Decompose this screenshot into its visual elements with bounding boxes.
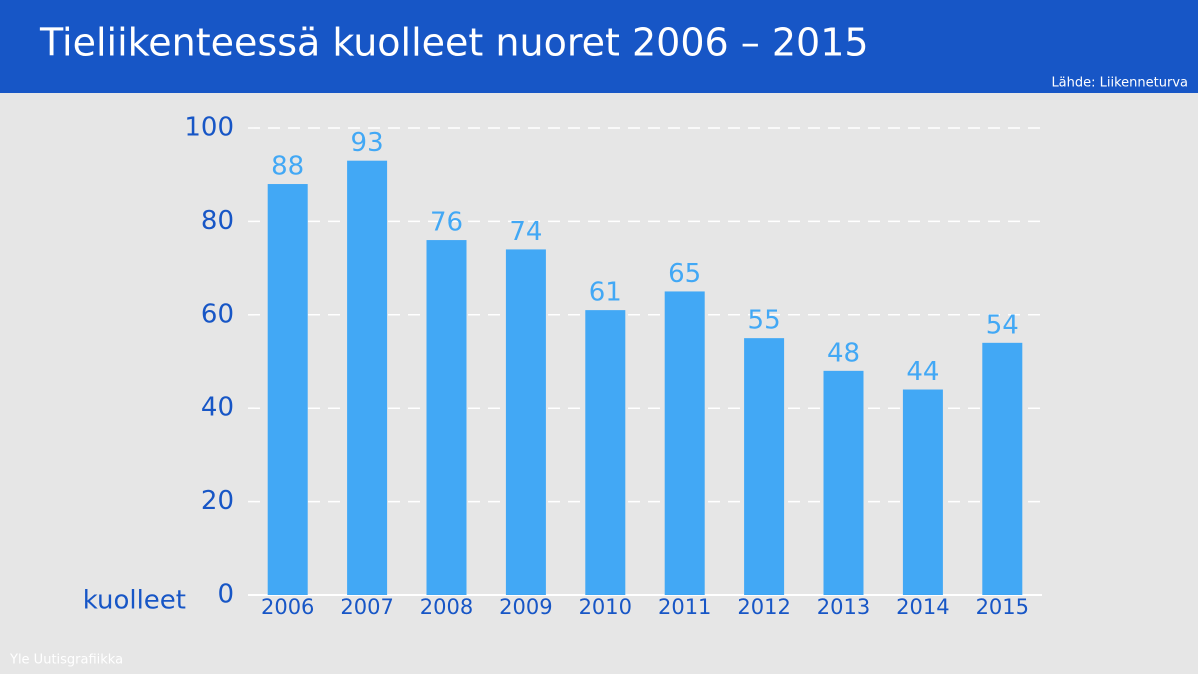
data-label: 76 xyxy=(430,208,463,238)
x-tick-label: 2009 xyxy=(499,595,552,619)
x-tick-label: 2013 xyxy=(817,595,870,619)
y-tick-label: 40 xyxy=(201,393,234,423)
y-tick-label: 100 xyxy=(184,113,234,143)
source: Lähde: Liikenneturva xyxy=(1051,76,1188,91)
data-label: 93 xyxy=(351,128,384,158)
x-tick-label: 2012 xyxy=(737,595,790,619)
bar xyxy=(347,160,388,595)
x-tick-label: 2011 xyxy=(658,595,711,619)
data-label: 55 xyxy=(748,306,781,336)
data-label: 61 xyxy=(589,278,622,308)
bar xyxy=(982,342,1023,595)
y-tick-label: 80 xyxy=(201,206,234,236)
data-label: 48 xyxy=(827,338,860,368)
x-tick-label: 2007 xyxy=(340,595,393,619)
bar xyxy=(744,338,785,595)
data-label: 74 xyxy=(509,217,542,247)
data-label: 44 xyxy=(906,357,939,387)
bar xyxy=(505,249,546,596)
y-tick-label: 60 xyxy=(201,299,234,329)
x-tick-label: 2006 xyxy=(261,595,314,619)
x-tick-label: 2008 xyxy=(420,595,473,619)
y-tick-label: 0 xyxy=(217,580,234,610)
y-axis-label: kuolleet xyxy=(83,586,186,616)
bar xyxy=(585,310,626,595)
bar xyxy=(664,291,705,595)
x-tick-label: 2015 xyxy=(976,595,1029,619)
x-tick-label: 2014 xyxy=(896,595,949,619)
bar xyxy=(426,240,467,595)
bar xyxy=(902,389,943,595)
bar xyxy=(823,370,864,595)
header-band xyxy=(0,0,1198,93)
bar xyxy=(267,184,308,596)
credit: Yle Uutisgrafiikka xyxy=(9,653,123,668)
data-label: 65 xyxy=(668,259,701,289)
data-label: 88 xyxy=(271,152,304,182)
data-label: 54 xyxy=(986,310,1019,340)
y-tick-label: 20 xyxy=(201,486,234,516)
x-tick-label: 2010 xyxy=(579,595,632,619)
chart-title: Tieliikenteessä kuolleet nuoret 2006 – 2… xyxy=(39,21,869,65)
